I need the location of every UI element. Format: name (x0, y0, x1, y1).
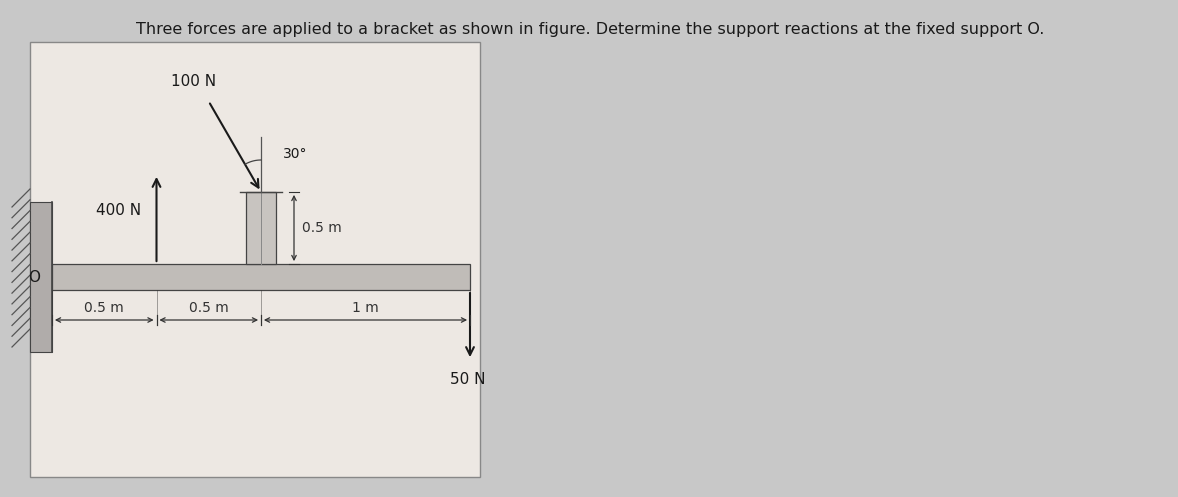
Text: 1 m: 1 m (352, 301, 379, 315)
Text: 50 N: 50 N (450, 372, 485, 387)
Text: 0.5 m: 0.5 m (188, 301, 229, 315)
Text: O: O (28, 269, 40, 284)
Text: Three forces are applied to a bracket as shown in figure. Determine the support : Three forces are applied to a bracket as… (135, 22, 1044, 37)
Text: 0.5 m: 0.5 m (85, 301, 124, 315)
Bar (52, 264, 470, 290)
Bar (29, 202, 52, 352)
Text: 0.5 m: 0.5 m (302, 221, 342, 235)
Bar (246, 192, 276, 264)
Text: 100 N: 100 N (171, 74, 216, 89)
Text: 30°: 30° (283, 147, 307, 161)
Bar (29, 42, 479, 477)
Text: 400 N: 400 N (95, 203, 141, 219)
